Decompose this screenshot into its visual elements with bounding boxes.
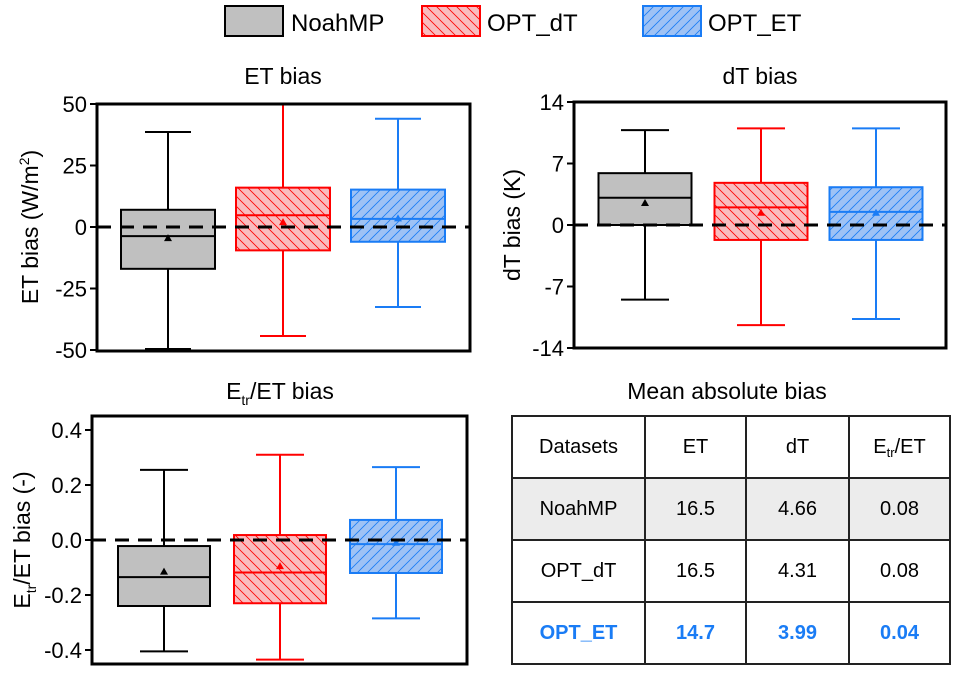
y-axis-label-etr-et-bias: Etr/ET bias (-): [9, 471, 39, 608]
y-tick-label: -7: [544, 275, 564, 300]
legend-label-opt-dt: OPT_dT: [487, 10, 578, 37]
iqr-box: [117, 545, 211, 607]
box-noahmp: [117, 468, 211, 653]
mean-marker: [392, 538, 400, 546]
mean-marker: [394, 214, 402, 222]
y-tick-label: -0.2: [44, 583, 82, 608]
iqr-box: [349, 518, 443, 574]
box-noahmp: [597, 129, 693, 301]
y-tick-label: 50: [63, 92, 87, 117]
legend: NoahMP OPT_dT OPT_ET: [224, 5, 802, 37]
cell-dataset: NoahMP: [511, 477, 646, 541]
table-row: OPT_dT 16.5 4.31 0.08: [511, 539, 951, 603]
legend-swatch-opt-dt: [421, 5, 481, 37]
cell-etr-et: 0.08: [848, 539, 951, 603]
cell-dt: 3.99: [745, 601, 850, 665]
y-tick-label: 0: [75, 215, 87, 240]
legend-item-opt-dt: OPT_dT: [421, 5, 578, 37]
y-tick-label: 0: [552, 213, 564, 238]
y-tick-label: 0.4: [51, 418, 82, 443]
table-row: OPT_ET 14.7 3.99 0.04: [511, 601, 951, 665]
legend-label-noahmp: NoahMP: [291, 10, 384, 37]
mean-marker: [757, 208, 765, 216]
panel-et-bias: ET bias ET bias (W/m2) 50 25 0 -25 -50: [16, 63, 472, 363]
header-et: ET: [644, 415, 747, 479]
iqr-box: [233, 534, 327, 605]
y-tick-label: -50: [55, 338, 87, 363]
y-tick-label: -0.4: [44, 638, 82, 663]
y-tick-label: 7: [552, 152, 564, 177]
iqr-box: [350, 188, 446, 243]
header-etr-et: Etr/ET: [848, 415, 951, 479]
cell-et: 16.5: [644, 477, 747, 541]
y-tick-label: -14: [532, 336, 564, 361]
mean-marker: [872, 208, 880, 216]
panel-title-etr-et-bias: Etr/ET bias: [226, 378, 334, 408]
plot-area-et-bias: 50 25 0 -25 -50: [55, 92, 472, 363]
cell-dt: 4.31: [745, 539, 850, 603]
legend-label-opt-et: OPT_ET: [708, 10, 802, 37]
cell-et: 14.7: [644, 601, 747, 665]
legend-swatch-noahmp: [224, 5, 284, 37]
panel-title-et-bias: ET bias: [244, 63, 322, 89]
plot-area-dt-bias: 14 7 0 -7 -14: [532, 90, 948, 361]
y-axis-label-dt-bias: dT bias (K): [499, 169, 525, 281]
cell-et: 16.5: [644, 539, 747, 603]
legend-item-noahmp: NoahMP: [224, 5, 384, 37]
table-row: NoahMP 16.5 4.66 0.08: [511, 477, 951, 541]
y-tick-label: 25: [63, 154, 87, 179]
legend-item-opt-et: OPT_ET: [642, 5, 802, 37]
panel-dt-bias: dT bias dT bias (K) 14 7 0 -7 -14: [499, 63, 948, 361]
box-opt-dt: [235, 103, 331, 337]
y-tick-label: 0.2: [51, 473, 82, 498]
header-dt: dT: [745, 415, 850, 479]
cell-etr-et: 0.04: [848, 601, 951, 665]
mean-marker: [279, 218, 287, 226]
box-opt-dt: [713, 127, 809, 327]
table-header-row: Datasets ET dT Etr/ET: [511, 415, 951, 479]
cell-dataset: OPT_ET: [511, 601, 646, 665]
plot-frame: [95, 102, 472, 353]
y-tick-label: 0.0: [51, 528, 82, 553]
plot-frame: [90, 414, 469, 666]
table-title: Mean absolute bias: [627, 378, 827, 404]
box-opt-dt: [233, 453, 327, 661]
panel-title-dt-bias: dT bias: [722, 63, 797, 89]
cell-etr-et: 0.08: [848, 477, 951, 541]
box-opt-et: [350, 117, 446, 308]
mean-marker: [641, 199, 649, 207]
panel-etr-et-bias: Etr/ET bias Etr/ET bias (-) 0.4 0.2 0.0 -0.…: [9, 378, 469, 666]
cell-dt: 4.66: [745, 477, 850, 541]
y-axis-label-et-bias: ET bias (W/m2): [16, 150, 43, 304]
y-tick-label: -25: [55, 277, 87, 302]
plot-area-etr-et-bias: 0.4 0.2 0.0 -0.2 -0.4: [44, 414, 469, 666]
mean-marker: [276, 562, 284, 570]
header-datasets: Datasets: [511, 415, 646, 479]
cell-dataset: OPT_dT: [511, 539, 646, 603]
mean-marker: [160, 567, 168, 575]
plot-frame: [572, 100, 948, 350]
mean-marker: [164, 234, 172, 242]
box-opt-et: [349, 466, 443, 620]
mean-absolute-bias-table: Datasets ET dT Etr/ET NoahMP 16.5 4.66 0…: [511, 415, 951, 665]
box-noahmp: [120, 131, 216, 351]
legend-swatch-opt-et: [642, 5, 702, 37]
y-tick-label: 14: [540, 90, 564, 115]
box-opt-et: [828, 127, 924, 321]
